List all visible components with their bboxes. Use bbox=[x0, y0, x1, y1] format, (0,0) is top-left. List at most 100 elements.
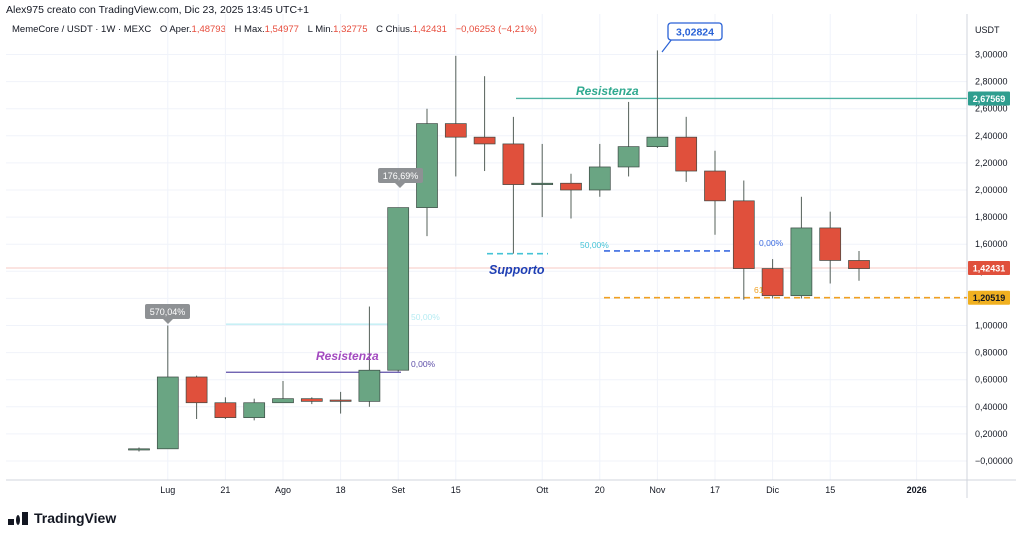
header-title: Alex975 creato con TradingView.com, Dic … bbox=[6, 4, 310, 16]
candle bbox=[560, 173, 582, 219]
candle-body bbox=[704, 170, 726, 202]
price-tick-label: 0,60000 bbox=[975, 375, 1008, 385]
price-tick-label: −0,00000 bbox=[975, 456, 1013, 466]
chart-header: Alex975 creato con TradingView.com, Dic … bbox=[6, 4, 309, 16]
resistance-label-low: Resistenza bbox=[316, 349, 379, 363]
candle-body bbox=[790, 227, 813, 297]
time-tick-label: Ago bbox=[275, 485, 291, 495]
fib-50-low-label: 50,00% bbox=[411, 312, 440, 322]
price-tick-label: 2,60000 bbox=[975, 104, 1008, 114]
price-axis-tags: 2,67569 1,42431 1,20519 bbox=[968, 91, 1010, 305]
candle bbox=[704, 150, 726, 235]
candle bbox=[185, 375, 208, 419]
time-tick-label: Nov bbox=[649, 485, 666, 495]
low-value: 1,32775 bbox=[333, 24, 368, 35]
candle bbox=[531, 143, 554, 218]
candle bbox=[416, 108, 438, 237]
price-tick-label: 1,80000 bbox=[975, 212, 1008, 222]
callout-high-box bbox=[667, 22, 723, 41]
candle-body bbox=[675, 136, 698, 172]
candle-body bbox=[358, 369, 381, 402]
time-tick-label: 20 bbox=[595, 485, 605, 495]
price-tick-label: 0,40000 bbox=[975, 402, 1008, 412]
candle-body bbox=[185, 376, 208, 404]
callout-pct-1: 570,04% bbox=[145, 304, 190, 324]
price-tick-label: 0,20000 bbox=[975, 429, 1008, 439]
price-tag-box bbox=[968, 261, 1010, 276]
callout-pct-2-box bbox=[378, 168, 423, 183]
tradingview-logo[interactable]: TradingView bbox=[8, 510, 116, 526]
candle-body bbox=[416, 123, 438, 208]
price-axis-currency: USDT bbox=[975, 25, 1000, 35]
candles bbox=[128, 50, 870, 452]
fib-0-label: 0,00% bbox=[759, 238, 784, 248]
candle-body bbox=[617, 146, 640, 168]
candle-body bbox=[761, 268, 784, 297]
ohlc-legend: MemeCore / USDT · 1W · MEXC O Aper.1,487… bbox=[12, 24, 537, 35]
time-tick-label: Lug bbox=[160, 485, 175, 495]
time-tick-label: Set bbox=[391, 485, 405, 495]
candle bbox=[156, 325, 179, 450]
open-text: Aper. bbox=[169, 24, 192, 35]
price-axis-labels: −0,00000 0,20000 0,40000 0,60000 0,80000 1,00… bbox=[975, 50, 1013, 467]
price-tick-label: 2,20000 bbox=[975, 158, 1008, 168]
price-tag: 1,42431 bbox=[968, 261, 1010, 276]
time-tick-label: 2026 bbox=[907, 485, 927, 495]
time-tick-label: 17 bbox=[710, 485, 720, 495]
price-tag-text: 1,42431 bbox=[973, 264, 1006, 274]
price-tick-label: 1,00000 bbox=[975, 321, 1008, 331]
callout-pct-1-box bbox=[145, 304, 190, 319]
candle-body bbox=[329, 399, 352, 402]
candle bbox=[848, 250, 870, 281]
high-value: 1,54977 bbox=[264, 24, 299, 35]
time-axis-labels: Lug 21 Ago 18 Set 15 Ott 20 Nov 17 Dic 15 2026 bbox=[160, 485, 926, 495]
close-value: 1,42431 bbox=[412, 24, 447, 35]
candle-body bbox=[819, 227, 842, 261]
candle bbox=[387, 207, 410, 372]
open-key: O bbox=[159, 24, 168, 35]
candle-body bbox=[473, 136, 496, 145]
candle bbox=[214, 397, 237, 419]
candle-body bbox=[502, 143, 525, 185]
price-tag: 1,20519 bbox=[968, 290, 1010, 305]
candle-body bbox=[531, 182, 554, 185]
price-tag-box bbox=[968, 91, 1010, 106]
time-tick-label: Dic bbox=[766, 485, 779, 495]
price-tick-label: 2,00000 bbox=[975, 185, 1008, 195]
low-key: L bbox=[307, 24, 313, 35]
time-tick-label: 21 bbox=[220, 485, 230, 495]
candle-body bbox=[272, 398, 294, 404]
symbol-label[interactable]: MemeCore / USDT · 1W · MEXC bbox=[12, 24, 152, 35]
candle bbox=[300, 397, 323, 405]
price-tag: 2,67569 bbox=[968, 91, 1010, 106]
candle-body bbox=[560, 182, 582, 191]
candle-body bbox=[444, 123, 467, 138]
candle-body bbox=[156, 376, 179, 450]
price-tick-label: 1,60000 bbox=[975, 239, 1008, 249]
candle bbox=[473, 76, 496, 172]
callout-pct-2: 176,69% bbox=[378, 168, 423, 188]
price-tick-label: 3,00000 bbox=[975, 50, 1008, 60]
candle bbox=[819, 211, 842, 284]
change-value: −0,06253 (−4,21%) bbox=[455, 24, 537, 35]
price-tag-text: 2,67569 bbox=[973, 94, 1006, 104]
candle bbox=[617, 101, 640, 177]
candle-body bbox=[300, 398, 323, 402]
low-text: Min. bbox=[315, 24, 334, 35]
candle bbox=[272, 381, 294, 404]
resistance-label-top: Resistenza bbox=[576, 84, 639, 98]
price-tick-label: 2,80000 bbox=[975, 77, 1008, 87]
price-tick-label: 2,40000 bbox=[975, 131, 1008, 141]
callout-high-text: 3,02824 bbox=[676, 27, 714, 39]
tradingview-logo-icon bbox=[8, 511, 28, 525]
grid-lines bbox=[6, 14, 967, 480]
price-tag-text: 1,20519 bbox=[973, 293, 1006, 303]
callout-pct-2-text: 176,69% bbox=[383, 171, 419, 181]
time-tick-label: 15 bbox=[825, 485, 835, 495]
callout-pct-1-text: 570,04% bbox=[150, 307, 186, 317]
high-text: Max. bbox=[244, 24, 265, 35]
candle-body bbox=[214, 402, 237, 418]
candle bbox=[128, 447, 150, 452]
candle-body bbox=[646, 136, 669, 147]
